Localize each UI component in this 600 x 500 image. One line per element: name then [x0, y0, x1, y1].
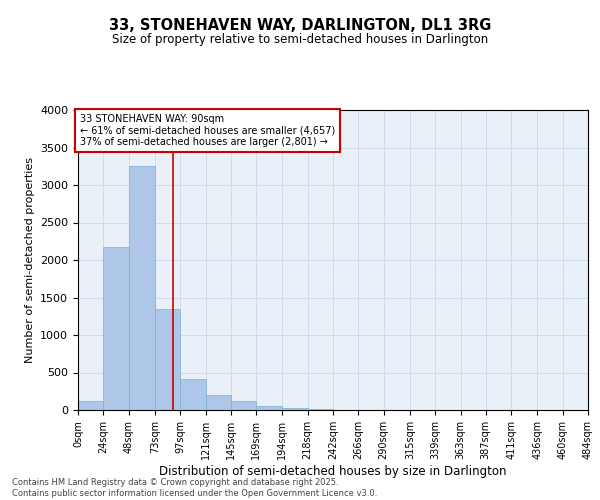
X-axis label: Distribution of semi-detached houses by size in Darlington: Distribution of semi-detached houses by … [159, 464, 507, 477]
Bar [205, 395, 231, 410]
Bar [128, 166, 155, 410]
Y-axis label: Number of semi-detached properties: Number of semi-detached properties [25, 157, 35, 363]
Bar [308, 409, 333, 410]
Text: 33 STONEHAVEN WAY: 90sqm
← 61% of semi-detached houses are smaller (4,657)
37% o: 33 STONEHAVEN WAY: 90sqm ← 61% of semi-d… [80, 114, 335, 147]
Text: Size of property relative to semi-detached houses in Darlington: Size of property relative to semi-detach… [112, 32, 488, 46]
Bar [283, 408, 308, 410]
Text: 33, STONEHAVEN WAY, DARLINGTON, DL1 3RG: 33, STONEHAVEN WAY, DARLINGTON, DL1 3RG [109, 18, 491, 32]
Bar [103, 247, 128, 410]
Bar [231, 401, 256, 410]
Text: Contains HM Land Registry data © Crown copyright and database right 2025.
Contai: Contains HM Land Registry data © Crown c… [12, 478, 377, 498]
Bar [78, 401, 103, 410]
Bar [256, 406, 283, 410]
Bar [155, 308, 180, 410]
Bar [180, 378, 205, 410]
